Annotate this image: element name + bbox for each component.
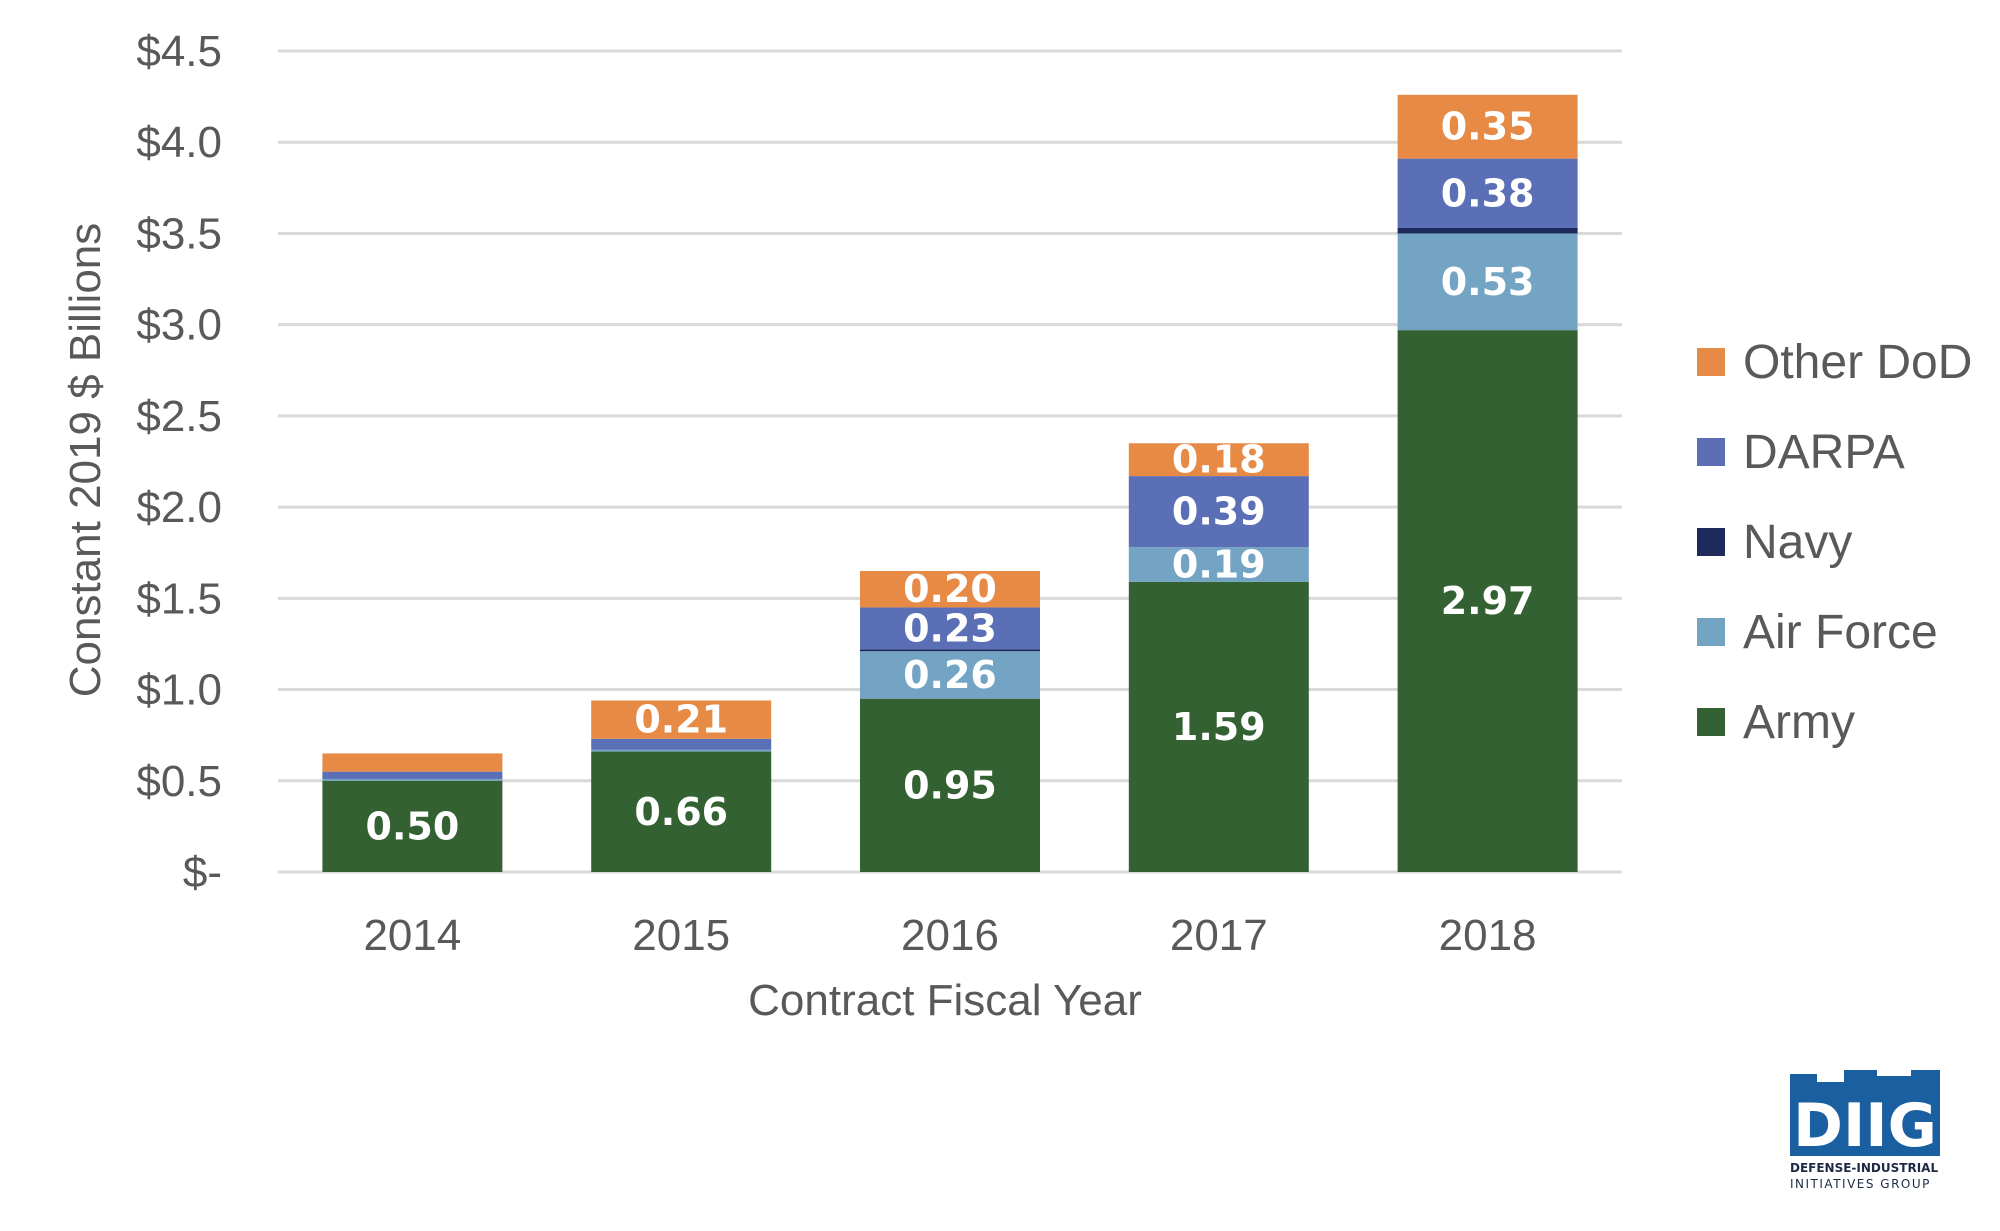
x-tick-label: 2018 xyxy=(1439,911,1537,960)
x-tick-label: 2015 xyxy=(632,911,730,960)
data-label: 0.35 xyxy=(1441,105,1535,149)
data-label: 0.53 xyxy=(1441,260,1535,304)
bar-segment xyxy=(322,780,503,872)
x-tick-label: 2016 xyxy=(901,911,999,960)
bars: 0.50 0.66 0.21 0.95 0.260.230.20 1.59 0.19 0.39… xyxy=(322,94,1578,872)
y-axis-ticks: $- $0.5 $1.0 $1.5 $2.0 $2.5 $3.0 $3.5 $4.0 $4.5 xyxy=(136,27,222,897)
data-label: 0.20 xyxy=(903,567,997,611)
legend-swatch xyxy=(1697,708,1725,736)
legend-label: Air Force xyxy=(1743,606,1938,659)
data-label: 0.38 xyxy=(1441,171,1535,215)
y-tick-label: $2.0 xyxy=(136,483,222,532)
data-label: 0.66 xyxy=(634,790,728,834)
bar-segment xyxy=(1397,158,1578,228)
logo-subtitle-line1: DEFENSE-INDUSTRIAL xyxy=(1790,1161,1938,1175)
data-label: 0.19 xyxy=(1172,543,1266,587)
data-label: 0.21 xyxy=(634,698,728,742)
bar-segment xyxy=(1397,94,1578,159)
bar-segment xyxy=(860,570,1040,608)
legend-swatch xyxy=(1697,348,1725,376)
bar-segment xyxy=(860,651,1040,699)
bar-segment xyxy=(322,771,503,779)
bar-segment xyxy=(1397,233,1578,331)
legend-label: DARPA xyxy=(1743,426,1905,479)
y-tick-label: $4.5 xyxy=(136,27,222,76)
data-label: 0.39 xyxy=(1172,490,1266,534)
legend-swatch xyxy=(1697,528,1725,556)
logo-wordmark: DIIG xyxy=(1793,1091,1937,1161)
diig-logo: DIIG DEFENSE-INDUSTRIAL INITIATIVES GROU… xyxy=(1790,1070,1940,1191)
x-axis-title: Contract Fiscal Year xyxy=(748,976,1142,1025)
data-label: 0.50 xyxy=(366,804,460,848)
bar-segment xyxy=(591,700,772,739)
legend-label: Army xyxy=(1743,696,1855,749)
bar-segment xyxy=(591,738,772,750)
bar-segment xyxy=(1128,443,1309,477)
bar-segment xyxy=(591,749,772,752)
y-tick-label: $4.0 xyxy=(136,118,222,167)
data-label: 0.23 xyxy=(903,606,997,650)
y-tick-label: $3.5 xyxy=(136,209,222,258)
data-label: 0.18 xyxy=(1172,438,1266,482)
y-tick-label: $- xyxy=(183,848,222,897)
x-tick-label: 2017 xyxy=(1170,911,1268,960)
y-tick-label: $3.0 xyxy=(136,301,222,350)
legend-label: Other DoD xyxy=(1743,336,1972,389)
bar-segment xyxy=(1128,581,1309,872)
x-tick-label: 2014 xyxy=(363,911,461,960)
legend-swatch xyxy=(1697,438,1725,466)
bar-segment xyxy=(1397,227,1578,234)
data-label: 2.97 xyxy=(1441,579,1535,623)
bar-segment xyxy=(591,751,772,872)
y-tick-label: $0.5 xyxy=(136,757,222,806)
bar-segment xyxy=(1128,476,1309,548)
bar-segment xyxy=(860,649,1040,652)
bar-segment xyxy=(1397,330,1578,872)
legend-label: Navy xyxy=(1743,516,1852,569)
data-label: 0.26 xyxy=(903,653,997,697)
y-tick-label: $1.0 xyxy=(136,666,222,715)
bar-segment xyxy=(322,753,503,772)
data-label: 1.59 xyxy=(1172,705,1266,749)
bar-segment xyxy=(860,607,1040,650)
bar-segment xyxy=(860,698,1040,872)
logo-subtitle-line2: INITIATIVES GROUP xyxy=(1790,1177,1931,1191)
legend: Other DoD DARPA Navy Air Force Army xyxy=(1697,336,1972,749)
data-label: 0.95 xyxy=(903,763,997,807)
legend-swatch xyxy=(1697,618,1725,646)
y-axis-title: Constant 2019 $ Billions xyxy=(61,223,110,698)
y-tick-label: $2.5 xyxy=(136,392,222,441)
bar-segment xyxy=(322,778,503,781)
x-axis-ticks: 2014 2015 2016 2017 2018 xyxy=(363,911,1536,960)
bar-segment xyxy=(1128,547,1309,582)
y-tick-label: $1.5 xyxy=(136,574,222,623)
